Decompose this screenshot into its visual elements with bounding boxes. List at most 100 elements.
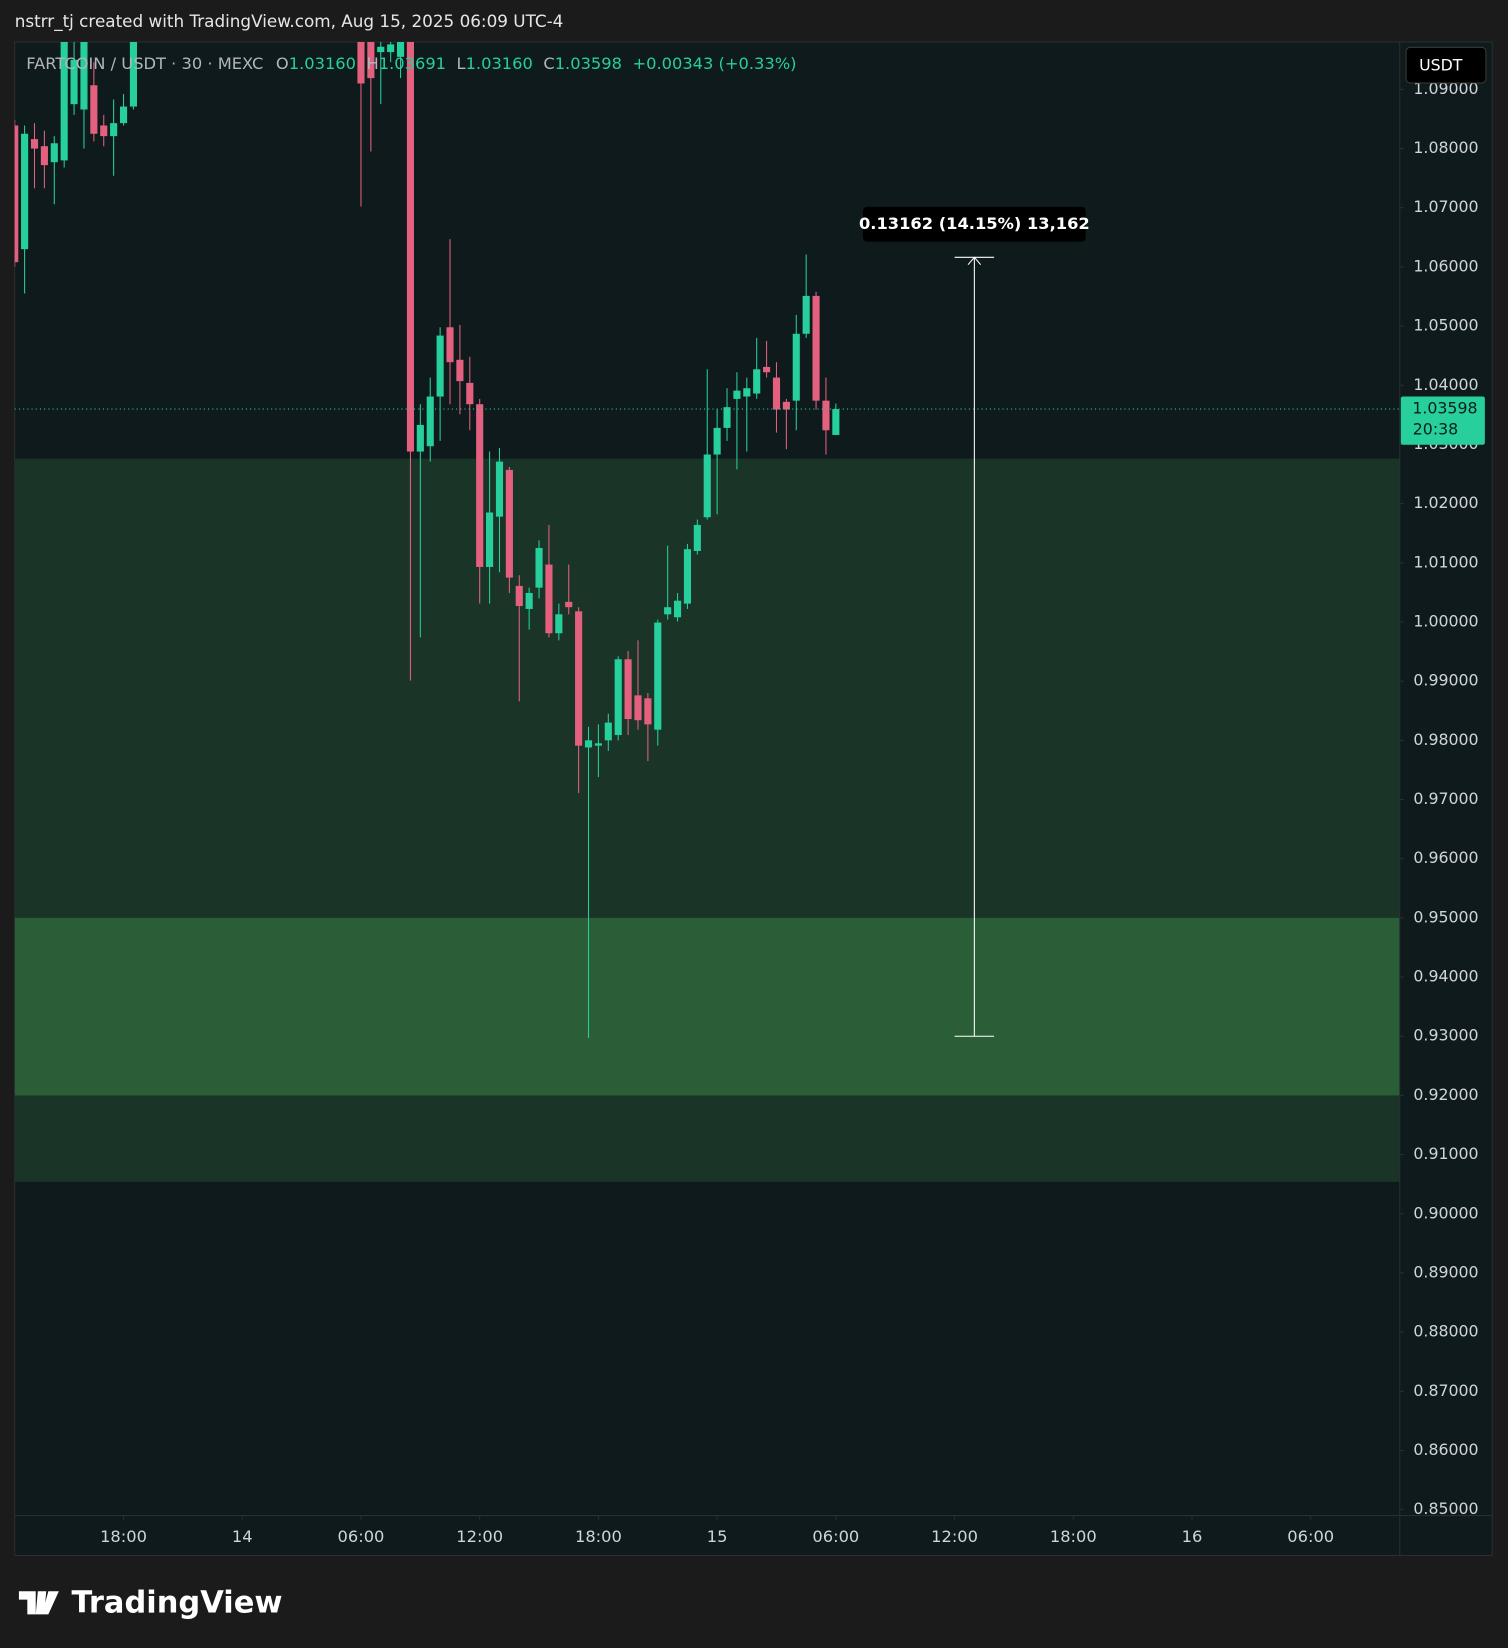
candle-body	[733, 390, 741, 399]
y-tick-label: 0.94000	[1413, 967, 1478, 986]
y-tick-label: 0.92000	[1413, 1085, 1478, 1104]
legend-value: 1.03598	[555, 54, 622, 73]
candle-body	[446, 327, 454, 363]
y-tick-label: 0.98000	[1413, 730, 1478, 749]
y-tick-label: 0.91000	[1413, 1144, 1478, 1163]
y-tick-label: 1.09000	[1413, 79, 1478, 98]
candle-body	[832, 409, 840, 435]
candle-body	[673, 600, 682, 618]
candle-body	[50, 143, 58, 163]
y-tick-label: 0.95000	[1413, 907, 1478, 926]
candle-body	[110, 123, 118, 137]
candle-body	[782, 401, 790, 410]
candle-body	[495, 461, 504, 517]
candle-body	[476, 404, 484, 567]
measure-arrow	[967, 256, 982, 266]
candle-body	[812, 295, 820, 401]
candle-body	[426, 396, 434, 447]
candle-body	[396, 42, 405, 57]
candle-body	[40, 146, 48, 166]
candle-body	[100, 125, 108, 137]
header: nstrr_tj created with TradingView.com, A…	[15, 11, 564, 32]
last-price-box	[1400, 396, 1485, 445]
candle-body	[634, 695, 642, 721]
currency: USDT	[1419, 56, 1463, 75]
candle-body	[604, 722, 612, 741]
x-tick-label: 14	[232, 1527, 253, 1546]
x-tick-label: 12:00	[456, 1527, 503, 1546]
countdown: 20:38	[1413, 420, 1458, 439]
x-tick-label: 12:00	[931, 1527, 978, 1546]
candle-body	[486, 512, 494, 567]
y-tick-label: 1.04000	[1413, 375, 1478, 394]
y-tick-label: 0.89000	[1413, 1262, 1478, 1281]
candle-body	[30, 139, 39, 149]
symbol: FARTCOIN / USDT · 30 · MEXC	[26, 54, 263, 73]
y-tick-label: 0.85000	[1413, 1499, 1478, 1518]
zone	[14, 917, 1400, 1096]
x-tick-label: 15	[707, 1527, 728, 1546]
candle-body	[90, 85, 98, 134]
candle-body	[456, 359, 464, 382]
candle-body	[129, 42, 137, 107]
candle-body	[545, 564, 553, 634]
y-tick-label: 0.99000	[1413, 671, 1478, 690]
overlay: 1.03598 20:38	[1400, 396, 1485, 445]
x-tick-label: 06:00	[812, 1527, 859, 1546]
candle-body	[515, 585, 523, 607]
plot-area: 0.13162 (14.15%) 13,162	[14, 42, 1400, 1182]
legend: FARTCOIN / USDT · 30 · MEXC O1.03160 H1.03…	[26, 54, 796, 73]
legend-label: C	[543, 54, 554, 73]
y-tick-label: 0.86000	[1413, 1440, 1478, 1459]
legend-change: +0.00343 (+0.33%)	[632, 54, 796, 73]
legend-label: L	[457, 54, 466, 73]
candle-body	[594, 743, 602, 746]
candle-body	[387, 44, 395, 53]
legend-value: 1.03160	[466, 54, 533, 73]
y-tick-label: 1.05000	[1413, 316, 1478, 335]
candle-body	[555, 614, 563, 634]
candle-body	[367, 42, 375, 79]
measure-label-box	[862, 206, 1086, 242]
currency-box	[1405, 46, 1487, 84]
candle-body	[584, 740, 593, 748]
y-tick-label: 1.00000	[1413, 611, 1478, 630]
y-tick-label: 0.88000	[1413, 1322, 1478, 1341]
legend-label: O	[276, 54, 289, 73]
candle-body	[505, 469, 513, 578]
candle-body	[575, 611, 583, 746]
candle-body	[683, 549, 692, 604]
last-price-label: 1.03598	[1412, 399, 1477, 418]
candle-body	[693, 524, 701, 551]
candle-body	[416, 424, 424, 452]
measure-label: 0.13162 (14.15%) 13,162	[859, 214, 1090, 233]
logo: TradingView	[18, 1585, 283, 1620]
candle-body	[565, 601, 573, 608]
x-tick-label: 18:00	[100, 1527, 147, 1546]
y-tick-label: 0.96000	[1413, 848, 1478, 867]
candle-body	[60, 42, 68, 161]
candle-body	[406, 42, 415, 452]
y-tick-label: 0.87000	[1413, 1381, 1478, 1400]
legend-value: 1.03691	[379, 54, 446, 73]
candle-body	[14, 125, 19, 263]
candle-body	[743, 388, 751, 397]
y-tick-label: 1.02000	[1413, 493, 1478, 512]
candle-body	[763, 366, 771, 373]
y-tick-label: 0.90000	[1413, 1203, 1478, 1222]
y-tick-label: 0.93000	[1413, 1026, 1478, 1045]
candle-body	[664, 607, 672, 615]
candle-body	[535, 548, 543, 588]
logo-icon	[18, 1591, 59, 1615]
time-axis: 18:00 14 06:00 12:00 18:00 15 06:00 12:00 18:00 1…	[100, 1515, 1334, 1546]
candle-body	[644, 698, 652, 725]
candle-body	[713, 427, 721, 455]
candle-body	[436, 335, 444, 397]
x-tick-label: 18:00	[575, 1527, 622, 1546]
candle-body	[723, 407, 731, 428]
logo-text: TradingView	[71, 1585, 282, 1620]
candle-body	[466, 382, 474, 405]
candle-body	[21, 133, 29, 250]
x-tick-label: 16	[1182, 1527, 1203, 1546]
